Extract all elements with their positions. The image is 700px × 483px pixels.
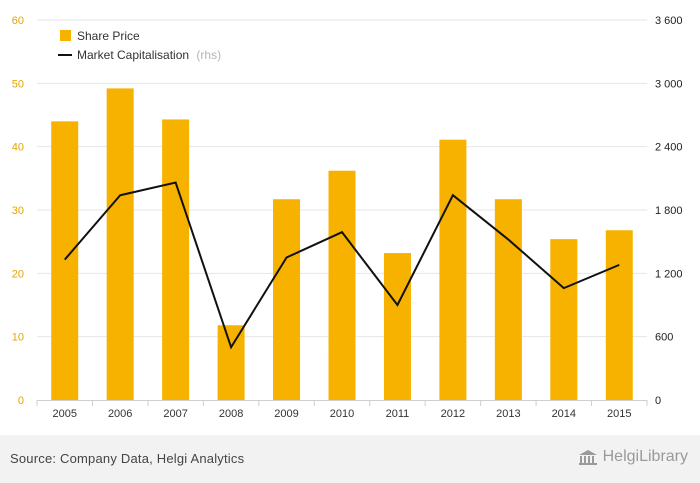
y-right-tick-label: 3 000 bbox=[655, 78, 683, 90]
bar-series bbox=[51, 88, 633, 401]
footer: Source: Company Data, Helgi Analytics He… bbox=[0, 435, 700, 483]
legend-swatch-share-price bbox=[60, 30, 71, 41]
legend-label-share-price: Share Price bbox=[77, 29, 140, 43]
y-right-tick-label: 600 bbox=[655, 332, 673, 344]
x-tick-label: 2008 bbox=[219, 408, 243, 420]
y-left-tick-label: 60 bbox=[12, 15, 24, 27]
y-left-tick-label: 50 bbox=[12, 78, 24, 90]
bar bbox=[383, 253, 411, 400]
y-left-tick-label: 40 bbox=[12, 142, 24, 154]
bar bbox=[439, 139, 467, 400]
x-tick-label: 2014 bbox=[552, 408, 576, 420]
x-tick-label: 2011 bbox=[386, 408, 410, 420]
bar bbox=[550, 239, 578, 400]
x-tick-label: 2010 bbox=[330, 408, 354, 420]
y-right-tick-label: 3 600 bbox=[655, 15, 683, 27]
svg-text:Market Capitalisation (r: Market Capitalisation (rhs) bbox=[77, 48, 221, 62]
y-left-tick-label: 30 bbox=[12, 205, 24, 217]
x-tick-label: 2015 bbox=[607, 408, 631, 420]
source-note: Source: Company Data, Helgi Analytics bbox=[10, 451, 245, 466]
y-left-tick-label: 10 bbox=[12, 332, 24, 344]
y-right-tick-label: 1 800 bbox=[655, 205, 683, 217]
bar bbox=[328, 170, 356, 400]
legend-label-market-cap: Market Capitalisation bbox=[77, 48, 189, 62]
x-tick-label: 2007 bbox=[163, 408, 187, 420]
y-right-tick-label: 0 bbox=[655, 395, 661, 407]
x-tick-label: 2005 bbox=[52, 408, 76, 420]
x-tick-label: 2006 bbox=[108, 408, 132, 420]
brand-logo: HelgiLibrary bbox=[577, 448, 688, 466]
bar bbox=[273, 199, 301, 400]
bar bbox=[162, 119, 190, 400]
y-right-tick-label: 2 400 bbox=[655, 142, 683, 154]
bar bbox=[51, 121, 79, 400]
x-tick-label: 2012 bbox=[441, 408, 465, 420]
bar bbox=[106, 88, 134, 401]
x-tick-label: 2013 bbox=[496, 408, 520, 420]
bar bbox=[605, 230, 633, 400]
legend: Share Price Market Capitalisation (rhs) bbox=[58, 29, 221, 62]
bar bbox=[494, 199, 522, 400]
line-series bbox=[63, 181, 620, 350]
y-right-tick-label: 1 200 bbox=[655, 268, 683, 280]
y-left-tick-label: 20 bbox=[12, 268, 24, 280]
bar bbox=[217, 325, 245, 400]
library-building-icon bbox=[578, 450, 597, 465]
brand-name: HelgiLibrary bbox=[602, 448, 688, 465]
x-tick-label: 2009 bbox=[274, 408, 298, 420]
y-left-tick-label: 0 bbox=[18, 395, 24, 407]
legend-label-rhs: (rhs) bbox=[196, 48, 221, 62]
